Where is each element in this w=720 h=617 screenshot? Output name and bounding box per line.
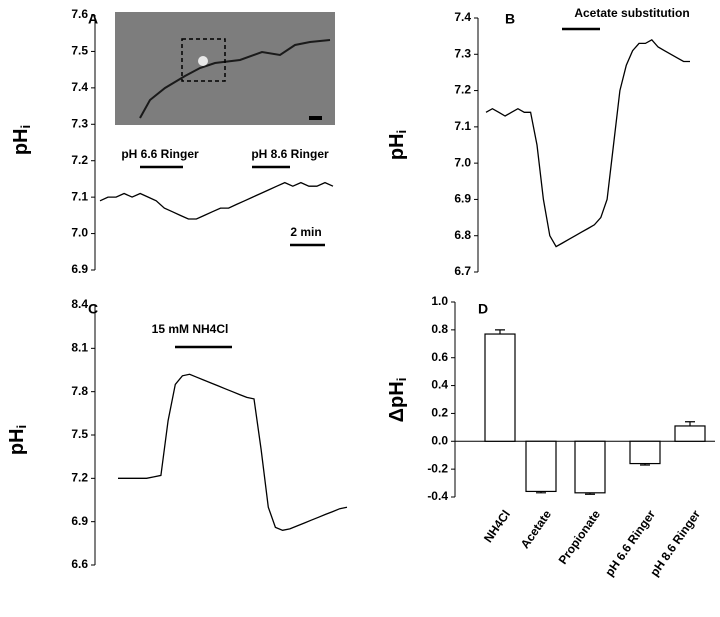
y-axis-label-main: pH xyxy=(10,128,32,155)
scale-bar xyxy=(309,116,322,120)
annotation: 15 mM NH4Cl xyxy=(152,322,229,336)
y-tick-label: 0.6 xyxy=(431,350,448,364)
trace xyxy=(485,38,690,248)
y-axis-label: ΔpHi xyxy=(386,378,409,423)
y-tick-label: 6.9 xyxy=(71,262,88,276)
bar xyxy=(525,440,557,493)
y-tick-label: 7.8 xyxy=(71,384,88,398)
annotation: Acetate substitution xyxy=(574,6,689,20)
y-tick-label: 8.1 xyxy=(71,341,88,355)
error-bar xyxy=(640,463,650,466)
y-tick-label: 7.0 xyxy=(454,155,471,169)
y-tick-label: 6.9 xyxy=(71,514,88,528)
y-axis-label-main: ΔpH xyxy=(386,381,408,422)
y-tick-label: 7.1 xyxy=(71,189,88,203)
y-tick-label: 0.8 xyxy=(431,322,448,336)
error-bar xyxy=(495,329,505,335)
y-tick-label: 7.2 xyxy=(71,153,88,167)
y-axis-label: pHi xyxy=(6,425,29,455)
y-axis-label-main: pH xyxy=(6,428,28,455)
bar xyxy=(574,440,606,494)
y-tick-label: 7.5 xyxy=(71,44,88,58)
y-tick-label: 7.6 xyxy=(71,7,88,21)
y-tick-label: 0.2 xyxy=(431,406,448,420)
error-bar xyxy=(536,491,546,494)
x-tick-label: NH4Cl xyxy=(481,508,513,546)
y-tick-label: 7.0 xyxy=(71,226,88,240)
trace xyxy=(99,181,334,220)
bar xyxy=(674,425,706,442)
y-tick-label: -0.2 xyxy=(427,461,448,475)
x-tick-label: Propionate xyxy=(556,507,604,567)
micrograph xyxy=(115,12,335,125)
y-tick-label: 6.7 xyxy=(454,264,471,278)
panel-label: B xyxy=(505,11,515,27)
y-tick-label: 8.4 xyxy=(71,297,88,311)
y-tick-label: 0.0 xyxy=(431,433,448,447)
y-tick-label: 6.9 xyxy=(454,192,471,206)
y-tick-label: 7.3 xyxy=(71,116,88,130)
y-tick-label: 6.6 xyxy=(71,557,88,571)
y-tick-label: 7.2 xyxy=(454,83,471,97)
y-tick-label: 7.3 xyxy=(454,46,471,60)
trace xyxy=(118,373,348,531)
error-bar xyxy=(585,492,595,495)
y-axis-label-sub: i xyxy=(394,378,409,382)
panel-label: D xyxy=(478,301,488,317)
error-bar xyxy=(685,421,695,426)
annotation: pH 6.6 Ringer xyxy=(121,147,199,161)
y-axis-label-main: pH xyxy=(386,133,408,160)
y-tick-label: 7.4 xyxy=(71,80,88,94)
y-axis-label-sub: i xyxy=(18,125,33,129)
y-axis-label: pHi xyxy=(386,130,409,160)
y-tick-label: 1.0 xyxy=(431,294,448,308)
y-axis-label: pHi xyxy=(10,125,33,155)
y-tick-label: -0.4 xyxy=(427,489,448,503)
zoom-box xyxy=(181,38,226,82)
bar xyxy=(484,333,516,442)
cell-body xyxy=(198,56,208,66)
neuron-process xyxy=(139,39,331,119)
y-tick-label: 7.1 xyxy=(454,119,471,133)
y-axis-label-sub: i xyxy=(394,130,409,134)
annotation: 2 min xyxy=(290,225,321,239)
y-tick-label: 6.8 xyxy=(454,228,471,242)
panel-label: C xyxy=(88,301,98,317)
y-tick-label: 7.5 xyxy=(71,427,88,441)
x-tick-label: Acetate xyxy=(518,507,555,551)
y-tick-label: 7.4 xyxy=(454,10,471,24)
y-axis-label-sub: i xyxy=(14,425,29,429)
bar xyxy=(629,440,661,465)
annotation: pH 8.6 Ringer xyxy=(251,147,329,161)
y-tick-label: 7.2 xyxy=(71,471,88,485)
panel-label: A xyxy=(88,11,98,27)
y-tick-label: 0.4 xyxy=(431,378,448,392)
